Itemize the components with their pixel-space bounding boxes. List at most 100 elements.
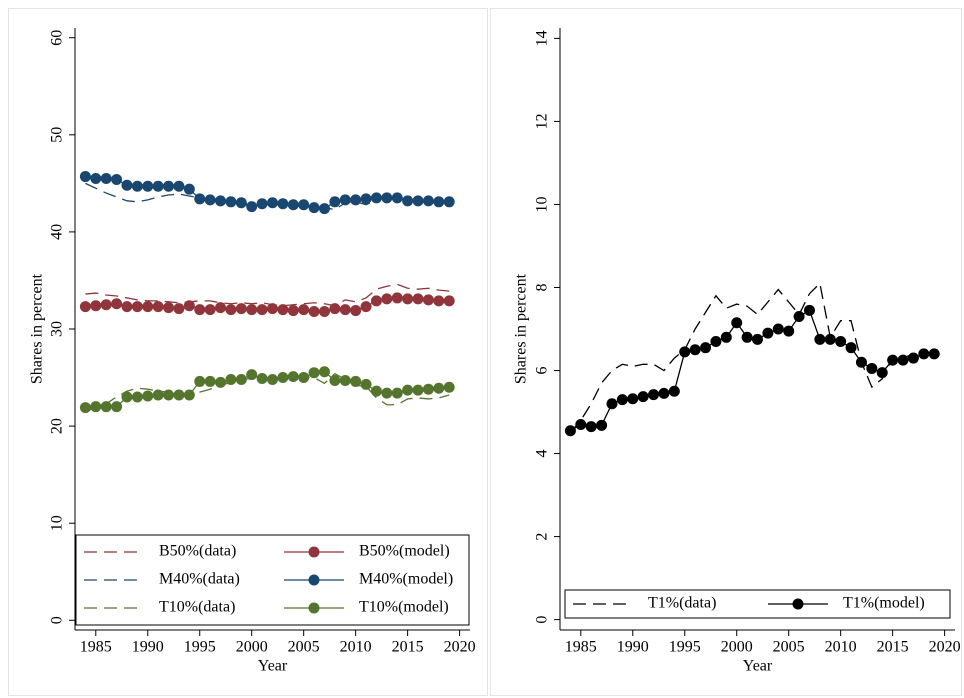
point bbox=[173, 389, 185, 401]
point bbox=[79, 171, 91, 183]
point bbox=[235, 197, 247, 209]
legend-label: T1%(model) bbox=[843, 595, 925, 612]
point bbox=[131, 180, 143, 192]
series-line bbox=[569, 282, 935, 434]
legend-marker bbox=[308, 602, 320, 614]
point bbox=[741, 331, 753, 343]
point bbox=[845, 342, 857, 354]
y-tick-label: 6 bbox=[534, 367, 551, 375]
point bbox=[360, 193, 372, 205]
point bbox=[183, 300, 195, 312]
point bbox=[121, 391, 133, 403]
point bbox=[215, 302, 227, 314]
y-tick-label: 14 bbox=[534, 30, 551, 46]
point bbox=[318, 366, 330, 378]
point bbox=[700, 342, 712, 354]
legend-label: T1%(data) bbox=[648, 595, 716, 612]
point bbox=[267, 373, 278, 385]
legend-label: B50%(model) bbox=[359, 543, 450, 560]
point bbox=[152, 301, 164, 313]
legend-marker bbox=[792, 598, 804, 610]
point bbox=[350, 194, 362, 206]
point bbox=[627, 393, 639, 405]
y-tick-label: 8 bbox=[534, 283, 551, 291]
point bbox=[298, 199, 310, 211]
x-tick-label: 2015 bbox=[877, 639, 909, 656]
point bbox=[658, 387, 670, 399]
series-line bbox=[85, 283, 450, 307]
point bbox=[350, 305, 362, 317]
panel-frame bbox=[490, 8, 962, 696]
y-tick-label: 10 bbox=[49, 515, 66, 531]
point bbox=[876, 367, 888, 379]
x-axis-label: Year bbox=[743, 658, 773, 675]
point bbox=[329, 196, 341, 208]
point bbox=[163, 302, 175, 314]
point bbox=[391, 292, 403, 304]
point bbox=[142, 180, 154, 192]
point bbox=[339, 304, 351, 316]
point bbox=[225, 304, 237, 316]
y-tick-label: 4 bbox=[534, 450, 551, 458]
point bbox=[412, 293, 424, 305]
point bbox=[835, 335, 847, 347]
x-tick-label: 2010 bbox=[825, 639, 857, 656]
point bbox=[142, 390, 154, 402]
y-axis-label: Shares in percent bbox=[513, 273, 530, 384]
point bbox=[370, 295, 382, 307]
point bbox=[412, 384, 424, 396]
point bbox=[267, 303, 278, 315]
point bbox=[762, 327, 774, 339]
legend-marker bbox=[308, 546, 320, 558]
y-tick-label: 40 bbox=[49, 224, 66, 240]
point bbox=[855, 356, 867, 368]
point bbox=[90, 300, 102, 312]
point bbox=[225, 373, 237, 385]
point bbox=[412, 195, 424, 207]
point bbox=[173, 303, 185, 315]
point bbox=[585, 421, 597, 433]
point bbox=[204, 194, 216, 206]
point bbox=[637, 391, 649, 403]
point bbox=[443, 381, 455, 393]
point bbox=[350, 375, 362, 387]
point bbox=[824, 333, 836, 345]
point bbox=[246, 369, 258, 381]
x-tick-label: 2010 bbox=[340, 639, 372, 656]
x-tick-label: 1985 bbox=[565, 639, 597, 656]
y-axis-label: Shares in percent bbox=[29, 273, 46, 384]
point bbox=[668, 385, 680, 397]
point bbox=[194, 375, 206, 387]
panel-frame bbox=[8, 8, 488, 696]
point bbox=[111, 298, 123, 310]
point bbox=[131, 301, 143, 313]
point bbox=[897, 354, 909, 366]
point bbox=[287, 199, 299, 211]
point bbox=[391, 387, 403, 399]
point bbox=[163, 389, 175, 401]
point bbox=[152, 180, 164, 192]
point bbox=[381, 293, 393, 305]
point bbox=[235, 373, 247, 385]
y-tick-label: 30 bbox=[49, 321, 66, 337]
legend-label: T10%(data) bbox=[159, 599, 235, 616]
point bbox=[402, 293, 414, 305]
point bbox=[422, 195, 434, 207]
point bbox=[564, 425, 576, 437]
point bbox=[308, 202, 320, 214]
point bbox=[308, 367, 320, 379]
point bbox=[90, 401, 102, 413]
point bbox=[173, 180, 185, 192]
y-tick-label: 20 bbox=[49, 418, 66, 434]
point bbox=[246, 304, 258, 316]
x-tick-label: 1985 bbox=[80, 639, 112, 656]
point bbox=[246, 201, 258, 213]
legend-label: M40%(data) bbox=[159, 571, 240, 588]
x-tick-label: 2020 bbox=[929, 639, 961, 656]
point bbox=[215, 195, 227, 207]
point bbox=[370, 192, 382, 204]
legend-label: B50%(data) bbox=[159, 543, 236, 560]
y-tick-label: 0 bbox=[49, 616, 66, 624]
point bbox=[183, 389, 195, 401]
